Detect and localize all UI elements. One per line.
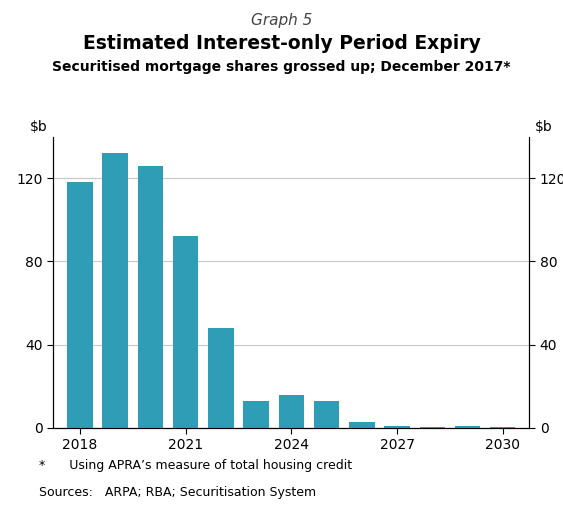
Text: Graph 5: Graph 5 bbox=[251, 13, 312, 28]
Bar bbox=[490, 427, 516, 428]
Text: Securitised mortgage shares grossed up; December 2017*: Securitised mortgage shares grossed up; … bbox=[52, 60, 511, 75]
Bar bbox=[314, 401, 339, 428]
Text: Estimated Interest-only Period Expiry: Estimated Interest-only Period Expiry bbox=[83, 34, 480, 53]
Bar bbox=[67, 182, 92, 428]
Bar bbox=[138, 166, 163, 428]
Bar bbox=[455, 426, 480, 428]
Text: *      Using APRA’s measure of total housing credit: * Using APRA’s measure of total housing … bbox=[39, 459, 352, 472]
Bar bbox=[173, 236, 198, 428]
Bar bbox=[243, 401, 269, 428]
Bar bbox=[385, 426, 410, 428]
Bar bbox=[279, 395, 304, 428]
Bar bbox=[419, 427, 445, 428]
Bar bbox=[349, 422, 374, 428]
Bar bbox=[208, 328, 234, 428]
Text: $b: $b bbox=[30, 120, 48, 134]
Bar bbox=[102, 153, 128, 428]
Text: Sources:   ARPA; RBA; Securitisation System: Sources: ARPA; RBA; Securitisation Syste… bbox=[39, 486, 316, 499]
Text: $b: $b bbox=[535, 120, 553, 134]
